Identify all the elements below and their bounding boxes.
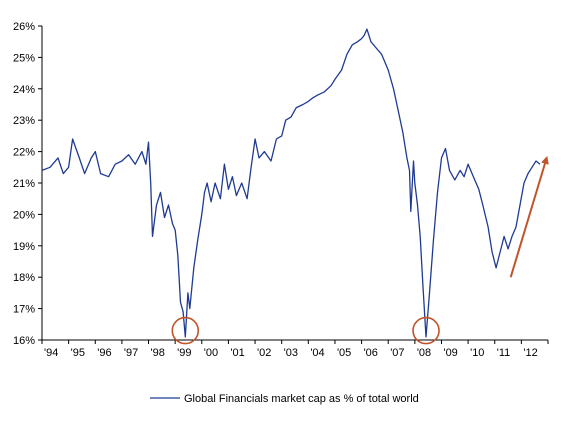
series-line [41, 28, 541, 338]
trough-highlight-circle [412, 316, 440, 345]
uptrend-arrow [509, 155, 549, 278]
x-tick-label: '99 [177, 347, 191, 359]
x-tick-label: '11 [497, 347, 511, 359]
y-tick-label: 17% [13, 304, 35, 316]
annotations [171, 155, 549, 345]
y-tick-label: 18% [13, 272, 35, 284]
y-tick-label: 21% [13, 178, 35, 190]
trough-highlight-circle [171, 316, 200, 345]
y-tick-label: 26% [13, 21, 35, 33]
x-tick-label: '08 [417, 347, 431, 359]
x-tick-label: '01 [230, 347, 244, 359]
x-tick-label: '95 [71, 347, 85, 359]
legend: Global Financials market cap as % of tot… [150, 393, 419, 405]
y-tick-label: 23% [13, 115, 35, 127]
series-layer [41, 28, 541, 338]
x-tick-label: '07 [390, 347, 404, 359]
axes: 16% 17% 18% 19% 20% 21% 22% 23% 24% 25% 26% '94 '95 '… [13, 21, 549, 359]
y-tick-label: 20% [13, 209, 35, 221]
x-tick-label: '00 [204, 347, 218, 359]
x-tick-label: '94 [44, 347, 58, 359]
y-tick-label: 19% [13, 241, 35, 253]
x-tick-label: '06 [364, 347, 378, 359]
y-tick-label: 16% [13, 335, 35, 347]
x-tick-label: '98 [151, 347, 165, 359]
legend-label: Global Financials market cap as % of tot… [184, 393, 419, 405]
x-tick-label: '05 [337, 347, 351, 359]
x-tick-label: '02 [257, 347, 271, 359]
x-tick-label: '12 [523, 347, 537, 359]
x-tick-label: '10 [470, 347, 484, 359]
x-tick-label: '96 [97, 347, 111, 359]
x-tick-label: '97 [124, 347, 138, 359]
y-tick-label: 22% [13, 147, 35, 159]
y-tick-label: 24% [13, 84, 35, 96]
y-tick-label: 25% [13, 52, 35, 64]
x-tick-label: '03 [284, 347, 298, 359]
x-tick-label: '09 [443, 347, 457, 359]
x-tick-label: '04 [310, 347, 324, 359]
